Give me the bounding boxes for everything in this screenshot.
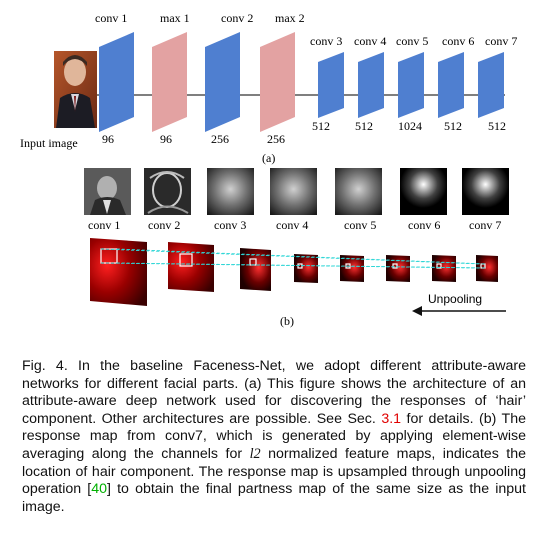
figure-caption: Fig. 4. In the baseline Faceness-Net, we…: [22, 358, 526, 516]
caption-text-3: normalized feature maps, indicates the l…: [22, 445, 527, 498]
feature-label-conv7: conv 7: [469, 218, 501, 232]
layer-name-conv5: conv 5: [396, 34, 428, 48]
response-map-conv7b: [476, 255, 498, 282]
unpooling-arrow: [412, 306, 506, 316]
feature-label-conv4: conv 4: [276, 218, 308, 232]
layer-channels-conv1: 96: [102, 132, 114, 146]
panel-a-label: (a): [262, 151, 275, 165]
response-map-conv2: [168, 242, 214, 292]
feature-map-conv4: [270, 168, 317, 215]
feature-map-conv1: [84, 168, 131, 215]
layer-name-conv3: conv 3: [310, 34, 342, 48]
layer-channels-conv4: 512: [355, 119, 373, 133]
layer-block-max2: [260, 32, 295, 132]
l2-symbol: l2: [249, 445, 261, 462]
feature-label-conv3: conv 3: [214, 218, 246, 232]
response-map-row: [90, 238, 498, 306]
layer-block-conv6: [438, 52, 464, 118]
response-map-conv1: [90, 238, 147, 306]
input-image: [54, 51, 97, 128]
caption-text-4: ] to obtain the final partness map of th…: [22, 481, 526, 515]
architecture-diagram: Input image (a) conv 1 max 1 conv 2 max 2 co…: [20, 11, 517, 165]
input-image-label: Input image: [20, 136, 78, 150]
layer-name-conv2: conv 2: [221, 11, 253, 25]
layer-block-conv2: [205, 32, 240, 132]
response-map-conv6: [386, 255, 410, 282]
layer-name-conv4: conv 4: [354, 34, 386, 48]
feature-map-row: [84, 168, 509, 215]
layer-block-conv7: [478, 52, 504, 118]
layer-block-conv1: [99, 32, 134, 132]
section-reference-link[interactable]: 3.1: [381, 410, 402, 427]
feature-label-conv1: conv 1: [88, 218, 120, 232]
layer-name-conv1: conv 1: [95, 11, 127, 25]
feature-label-conv5: conv 5: [344, 218, 376, 232]
response-map-conv5: [340, 255, 364, 282]
response-map-conv4: [294, 254, 318, 283]
layer-block-conv5: [398, 52, 424, 118]
layer-channels-conv2: 256: [211, 132, 229, 146]
panel-b-label: (b): [280, 314, 294, 328]
response-map-conv3: [240, 248, 271, 291]
layer-block-conv4: [358, 52, 384, 118]
receptive-field-links: [100, 248, 487, 269]
layer-channels-conv6: 512: [444, 119, 462, 133]
response-map-conv7a: [432, 255, 456, 282]
layer-name-conv7: conv 7: [485, 34, 517, 48]
layer-channels-conv3: 512: [312, 119, 330, 133]
feature-label-conv2: conv 2: [148, 218, 180, 232]
layer-channels-conv7: 512: [488, 119, 506, 133]
layer-block-max1: [152, 32, 187, 132]
layer-channels-conv5: 1024: [398, 119, 422, 133]
caption-text-1: Fig. 4. In the baseline Faceness-Net, we…: [22, 358, 526, 427]
feature-map-conv5: [335, 168, 382, 215]
layer-name-max2: max 2: [275, 11, 305, 25]
feature-map-conv7: [462, 168, 509, 215]
caption-text-2: for details. (b) The response map from c…: [22, 410, 526, 462]
feature-map-conv3: [207, 168, 254, 215]
layer-name-conv6: conv 6: [442, 34, 474, 48]
hair-response-diagram: conv 1 conv 2 conv 3 conv 4 conv 5 conv 6 conv…: [84, 168, 509, 328]
layer-channels-max1: 96: [160, 132, 172, 146]
layer-block-conv3: [318, 52, 344, 118]
feature-label-conv6: conv 6: [408, 218, 440, 232]
feature-map-conv6: [400, 168, 447, 215]
citation-link[interactable]: 40: [91, 481, 108, 498]
layer-name-max1: max 1: [160, 11, 190, 25]
unpooling-label: Unpooling: [428, 292, 482, 306]
layer-channels-max2: 256: [267, 132, 285, 146]
feature-map-conv2: [144, 168, 191, 215]
